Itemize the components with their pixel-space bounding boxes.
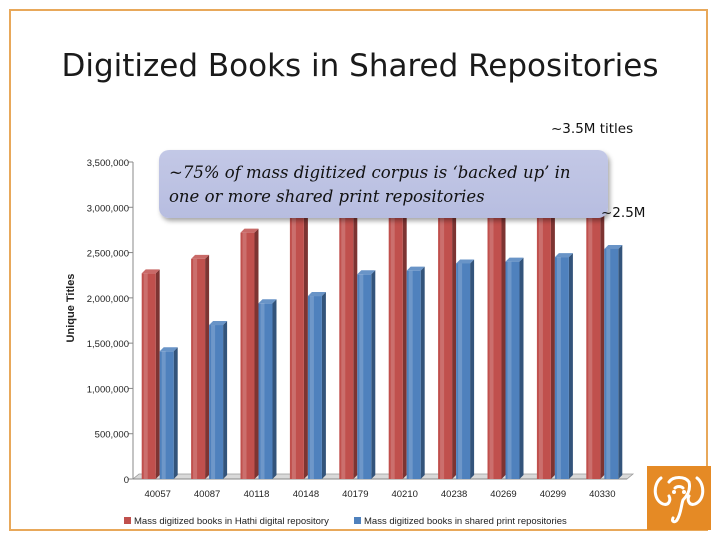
bar-shared-40057 — [159, 347, 178, 479]
y-axis-label: Unique Titles — [65, 274, 77, 343]
legend-label: Mass digitized books in Hathi digital re… — [134, 516, 329, 527]
x-tick-label: 40210 — [391, 489, 417, 500]
bar-shared-40330 — [604, 244, 623, 479]
x-tick-label: 40087 — [194, 489, 220, 500]
bar-hathi-40148 — [289, 212, 308, 480]
x-tick-label: 40269 — [490, 489, 516, 500]
bar-hathi-40179 — [339, 203, 358, 480]
x-tick-label: 40148 — [293, 489, 319, 500]
bar-shared-40238 — [456, 259, 475, 479]
bar-hathi-40087 — [191, 254, 210, 479]
slide-frame — [9, 9, 708, 531]
bar-shared-40210 — [406, 266, 425, 479]
y-tick-label: 2,500,000 — [87, 249, 129, 260]
bar-shared-40118 — [258, 299, 277, 479]
y-tick-label: 2,000,000 — [87, 294, 129, 305]
bar-hathi-40057 — [141, 269, 160, 479]
bar-shared-40299 — [554, 253, 573, 479]
bar-shared-40269 — [505, 257, 524, 479]
annotation-total-titles: ~3.5M titles — [551, 121, 634, 137]
slide-title: Digitized Books in Shared Repositories — [61, 48, 659, 84]
bar-hathi-40330 — [586, 158, 605, 479]
legend-swatch — [124, 517, 131, 524]
annotation-shared-titles: ~2.5M — [601, 205, 646, 221]
bar-hathi-40118 — [240, 228, 259, 479]
bar-shared-40148 — [307, 292, 326, 479]
y-tick-label: 3,500,000 — [87, 158, 129, 169]
x-tick-label: 40238 — [441, 489, 467, 500]
x-tick-label: 40330 — [589, 489, 615, 500]
x-tick-label: 40299 — [540, 489, 566, 500]
bar-shared-40087 — [209, 321, 228, 479]
legend-label: Mass digitized books in shared print rep… — [364, 516, 567, 527]
y-tick-label: 500,000 — [95, 430, 129, 441]
elephant-logo-icon — [647, 466, 711, 530]
y-tick-label: 0 — [124, 475, 129, 486]
bar-hathi-40238 — [438, 189, 457, 479]
y-tick-label: 1,000,000 — [87, 384, 129, 395]
bar-hathi-40299 — [536, 175, 555, 480]
bar-hathi-40210 — [388, 196, 407, 480]
y-tick-label: 3,000,000 — [87, 203, 129, 214]
x-tick-label: 40057 — [144, 489, 170, 500]
legend-swatch — [354, 517, 361, 524]
bar-shared-40179 — [357, 270, 376, 479]
bar-hathi-40269 — [487, 182, 506, 479]
x-tick-label: 40179 — [342, 489, 368, 500]
x-tick-label: 40118 — [244, 489, 270, 500]
callout-box: ~75% of mass digitized corpus is ‘backed… — [159, 150, 608, 218]
y-tick-label: 1,500,000 — [87, 339, 129, 350]
